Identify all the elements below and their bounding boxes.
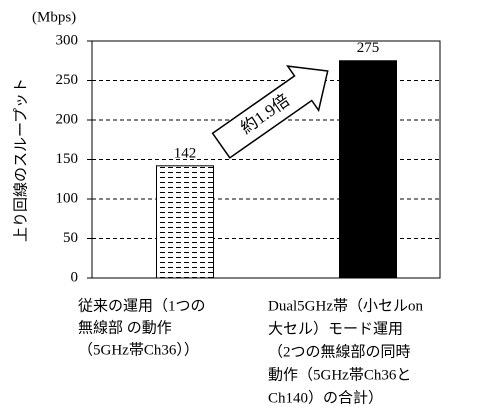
x-tick-label: 動作（5GHz帯Ch36と	[268, 366, 411, 383]
bar	[156, 165, 214, 279]
y-axis-label: 上り回線のスループット	[12, 78, 29, 242]
bar	[339, 60, 397, 279]
y-tick-label: 250	[56, 72, 79, 88]
y-tick-label: 50	[63, 230, 78, 246]
unit-label: (Mbps)	[32, 9, 76, 25]
ratio-arrow: 約1.9倍	[211, 65, 329, 159]
x-tick-label: Dual5GHz帯（小セルon	[268, 297, 423, 314]
x-tick-label: （5GHz帯Ch36））	[78, 341, 199, 358]
x-tick-label: 従来の運用（1つの	[78, 297, 206, 314]
value-label: 275	[357, 40, 380, 56]
x-tick-label: 大セル）モード運用	[268, 320, 403, 337]
y-tick-label: 150	[56, 151, 79, 167]
y-tick-label: 300	[56, 32, 79, 48]
y-tick-label: 100	[56, 190, 79, 206]
y-tick-label: 200	[56, 111, 79, 127]
y-tick-label: 0	[71, 269, 79, 285]
x-tick-label: 無線部 の動作	[78, 319, 172, 336]
value-label: 142	[174, 145, 197, 161]
x-tick-label: Ch140）の合計）	[268, 389, 383, 406]
x-tick-label: （2つの無線部の同時	[268, 343, 411, 360]
